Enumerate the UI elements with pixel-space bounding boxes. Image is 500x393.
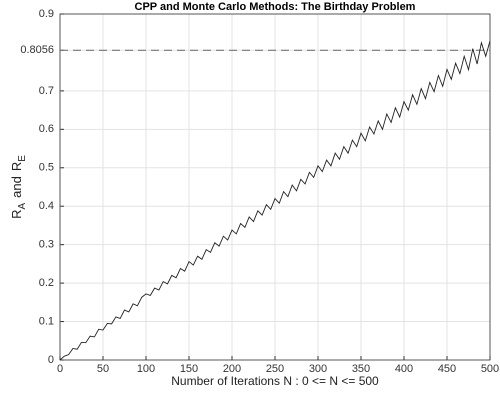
x-tick-label: 0 bbox=[57, 363, 63, 375]
x-tick-label: 350 bbox=[352, 363, 370, 375]
y-tick-label: 0.3 bbox=[39, 239, 54, 251]
y-label-part: and bbox=[9, 176, 24, 198]
x-tick-label: 500 bbox=[481, 363, 499, 375]
plot-frame bbox=[59, 13, 491, 361]
x-tick-label: 50 bbox=[97, 363, 109, 375]
chart-title: CPP and Monte Carlo Methods: The Birthda… bbox=[135, 1, 416, 13]
x-axis-label: Number of Iterations N : 0 <= N <= 500 bbox=[171, 374, 379, 388]
x-tick-label: 450 bbox=[438, 363, 456, 375]
y-tick-label: 0.5 bbox=[39, 162, 54, 174]
y-label-part: R bbox=[9, 210, 24, 219]
y-label-part: R bbox=[9, 162, 24, 171]
y-tick-label: 0.4 bbox=[39, 200, 54, 212]
y-tick-label: 0.1 bbox=[39, 315, 54, 327]
y-tick-label: 0.8056 bbox=[20, 44, 54, 56]
x-tick-label: 250 bbox=[266, 363, 284, 375]
y-tick-label: 0.2 bbox=[39, 277, 54, 289]
y-tick-label: 0.7 bbox=[39, 85, 54, 97]
x-tick-label: 400 bbox=[395, 363, 413, 375]
y-tick-label: 0.6 bbox=[39, 123, 54, 135]
y-axis-label: RAandRE bbox=[9, 155, 27, 219]
data-line bbox=[59, 40, 491, 361]
x-tick-label: 100 bbox=[137, 363, 155, 375]
y-tick-label: 0 bbox=[48, 354, 54, 366]
x-tick-label: 200 bbox=[223, 363, 241, 375]
x-tick-label: 300 bbox=[309, 363, 327, 375]
x-tick-label: 150 bbox=[180, 363, 198, 375]
y-label-subscript: A bbox=[17, 203, 28, 210]
y-label-subscript: E bbox=[17, 155, 28, 162]
y-tick-label: 0.9 bbox=[39, 8, 54, 20]
